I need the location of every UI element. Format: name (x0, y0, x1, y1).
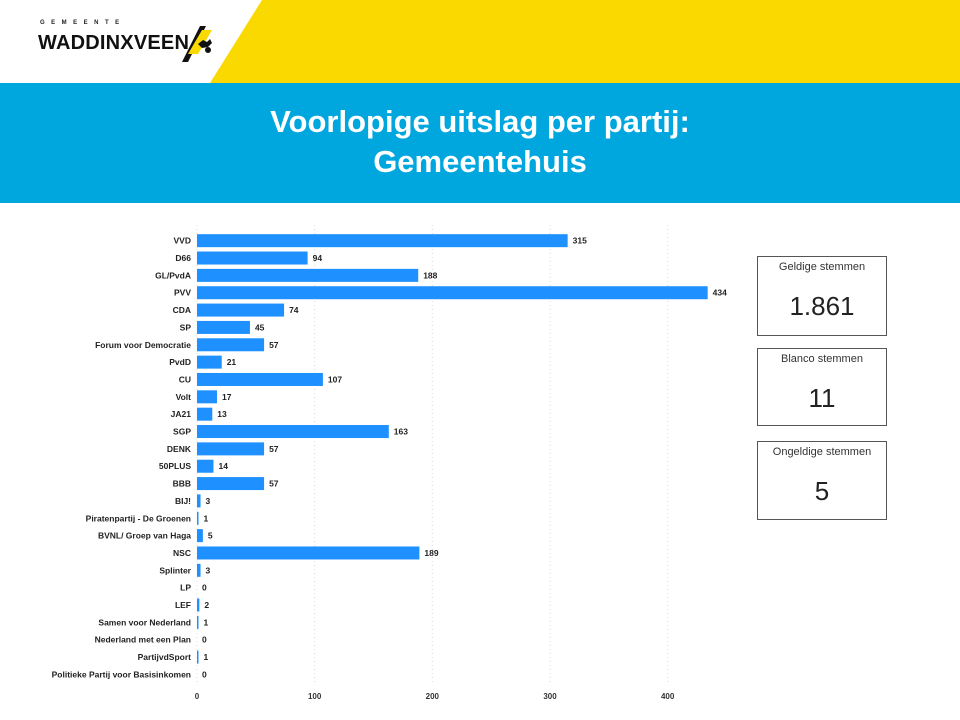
x-tick-label: 300 (543, 692, 557, 701)
x-tick-label: 200 (426, 692, 440, 701)
data-label: 14 (218, 461, 228, 471)
bar (197, 355, 222, 369)
bar (197, 442, 265, 456)
data-label: 1 (204, 513, 209, 523)
category-label: Samen voor Nederland (98, 617, 191, 627)
bar (197, 372, 323, 386)
category-label: SGP (173, 427, 191, 437)
category-label: LP (180, 583, 191, 593)
data-label: 0 (202, 669, 207, 679)
category-label: D66 (175, 253, 191, 263)
top-bar: GEMEENTE WADDINXVEEN (0, 0, 960, 83)
data-label: 0 (202, 635, 207, 645)
data-label: 188 (423, 270, 437, 280)
card-blanco-stemmen: Blanco stemmen 11 (757, 348, 887, 426)
x-tick-label: 0 (195, 692, 200, 701)
data-label: 163 (394, 427, 408, 437)
data-label: 57 (269, 479, 279, 489)
data-label: 13 (217, 409, 227, 419)
logo-emblem-icon (182, 26, 212, 62)
x-tick-label: 400 (661, 692, 675, 701)
card-label: Ongeldige stemmen (772, 446, 872, 458)
category-label: Splinter (159, 565, 191, 575)
category-label: Forum voor Democratie (95, 340, 191, 350)
bar (197, 234, 568, 248)
data-label: 315 (573, 236, 587, 246)
bar (197, 511, 199, 525)
bar (197, 251, 308, 265)
title-line-2: Gemeentehuis (373, 144, 587, 179)
data-label: 1 (204, 617, 209, 627)
category-label: BVNL/ Groep van Haga (98, 531, 191, 541)
category-label: CU (179, 374, 191, 384)
data-label: 94 (313, 253, 323, 263)
category-label: Piratenpartij - De Groenen (86, 513, 191, 523)
logo-wordmark: WADDINXVEEN (38, 32, 190, 54)
bar (197, 286, 708, 300)
bar (197, 477, 265, 491)
card-value: 5 (814, 476, 830, 506)
category-label: BBB (173, 479, 191, 489)
data-label: 57 (269, 444, 279, 454)
card-label: Geldige stemmen (778, 261, 866, 273)
bar-chart: 0100200300400500600VVD315D6694GL/PvdA188… (52, 225, 727, 701)
logo-subtitle: GEMEENTE (40, 20, 126, 26)
category-label: PvdD (169, 357, 191, 367)
category-label: Politieke Partij voor Basisinkomen (52, 669, 191, 679)
bar (197, 459, 214, 473)
category-label: VVD (174, 236, 191, 246)
category-label: Volt (176, 392, 192, 402)
data-label: 0 (202, 583, 207, 593)
data-label: 3 (206, 565, 211, 575)
card-value: 11 (808, 383, 836, 413)
category-label: PVV (174, 288, 191, 298)
bar (197, 338, 265, 352)
data-label: 3 (206, 496, 211, 506)
title-line-1: Voorlopige uitslag per partij: (270, 104, 690, 139)
category-label: NSC (173, 548, 191, 558)
bar (197, 598, 200, 612)
category-label: CDA (173, 305, 191, 315)
category-label: SP (180, 322, 192, 332)
data-label: 57 (269, 340, 279, 350)
page-title: Voorlopige uitslag per partij: Gemeenteh… (0, 102, 960, 182)
bar (197, 425, 389, 439)
category-label: BIJ! (175, 496, 191, 506)
category-label: PartijvdSport (138, 652, 192, 662)
title-banner (0, 83, 960, 203)
category-label: Nederland met een Plan (95, 635, 191, 645)
x-tick-label: 100 (308, 692, 322, 701)
data-label: 189 (424, 548, 438, 558)
data-label: 21 (227, 357, 237, 367)
data-label: 107 (328, 374, 342, 384)
card-ongeldige-stemmen: Ongeldige stemmen 5 (757, 441, 887, 520)
bar (197, 407, 213, 421)
card-geldige-stemmen: Geldige stemmen 1.861 (757, 256, 887, 336)
data-label: 74 (289, 305, 299, 315)
bar (197, 546, 420, 560)
data-label: 1 (204, 652, 209, 662)
bar (197, 494, 201, 508)
data-label: 434 (713, 288, 727, 298)
category-label: GL/PvdA (155, 270, 191, 280)
category-label: DENK (167, 444, 192, 454)
bar (197, 615, 199, 629)
bar (197, 303, 285, 317)
category-label: 50PLUS (159, 461, 191, 471)
data-label: 17 (222, 392, 232, 402)
category-label: JA21 (171, 409, 192, 419)
bar (197, 650, 199, 664)
bar (197, 529, 203, 543)
bar (197, 563, 201, 577)
data-label: 45 (255, 322, 265, 332)
card-label: Blanco stemmen (781, 353, 863, 365)
yellow-band (210, 0, 960, 83)
category-label: LEF (175, 600, 191, 610)
bar (197, 268, 419, 282)
card-value: 1.861 (789, 291, 855, 321)
bar (197, 320, 250, 334)
data-label: 5 (208, 531, 213, 541)
bar (197, 390, 218, 404)
data-label: 2 (204, 600, 209, 610)
